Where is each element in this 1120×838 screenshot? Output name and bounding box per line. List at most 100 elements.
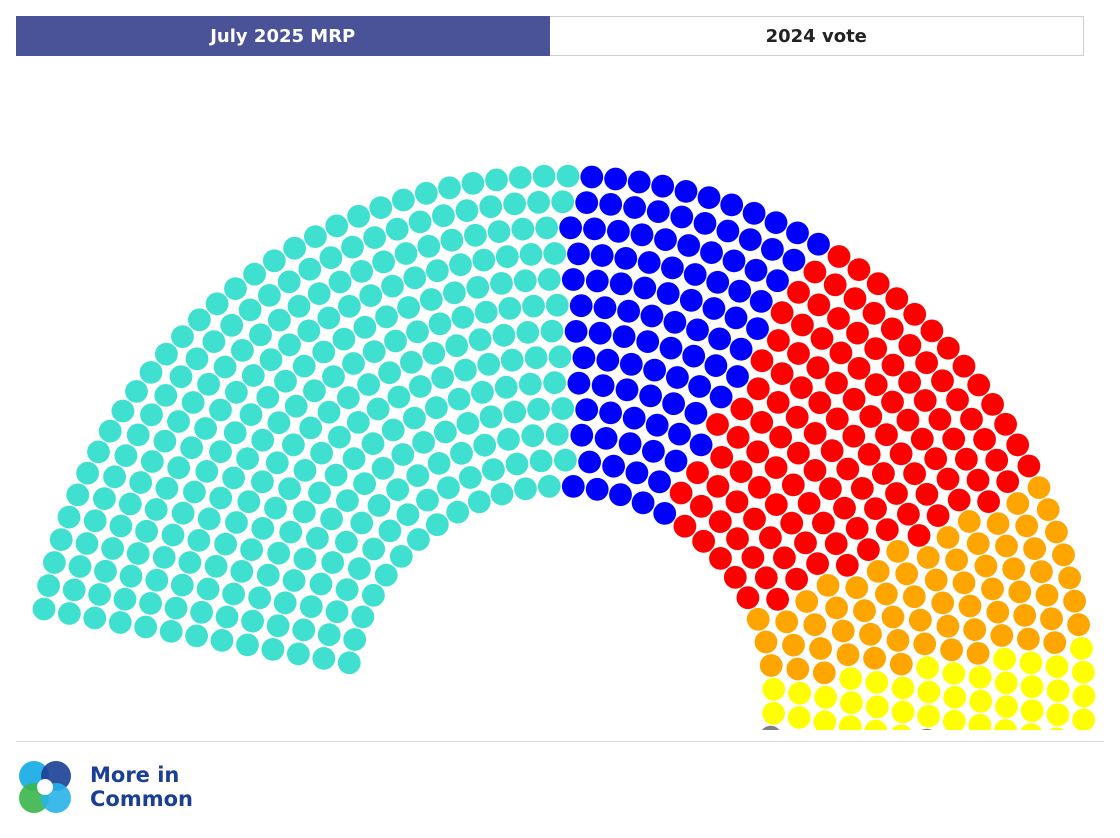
- seat-dot: [1020, 723, 1042, 730]
- seat-dot: [897, 502, 920, 526]
- seat-dot: [446, 500, 470, 524]
- seat-dot: [1020, 699, 1044, 722]
- seat-dot: [604, 167, 627, 191]
- seat-dot: [865, 671, 889, 694]
- seat-dot: [924, 568, 948, 592]
- seat-dot: [886, 540, 910, 563]
- seat-dot: [809, 637, 832, 660]
- seat-dot: [317, 623, 341, 647]
- seat-dot: [113, 587, 137, 611]
- seat-dot: [299, 595, 323, 618]
- seat-dot: [386, 478, 410, 501]
- seat-dot: [500, 348, 524, 372]
- seat-dot: [495, 245, 519, 268]
- seat-dot: [532, 164, 556, 188]
- seat-dot: [239, 403, 263, 426]
- seat-dot: [631, 491, 655, 515]
- seat-dot: [338, 294, 361, 318]
- seat-dot: [522, 294, 545, 318]
- seat-dot: [282, 569, 306, 592]
- seat-dot: [111, 399, 135, 423]
- seat-dot: [803, 459, 827, 482]
- seat-dot: [942, 709, 966, 730]
- seat-dot: [49, 528, 73, 551]
- seat-dot: [706, 413, 729, 436]
- seat-dot: [663, 310, 687, 334]
- tab-july-2025-mrp[interactable]: July 2025 MRP: [16, 16, 550, 56]
- seat-dot: [307, 282, 331, 305]
- seat-dot: [807, 293, 831, 317]
- seat-dot: [561, 268, 585, 291]
- seat-dot: [770, 362, 794, 385]
- seat-dot: [479, 405, 503, 429]
- seat-dot: [503, 400, 527, 424]
- seat-dot: [716, 219, 740, 243]
- seat-dot: [155, 342, 178, 366]
- tab-2024-vote[interactable]: 2024 vote: [549, 16, 1084, 56]
- seat-dot: [477, 352, 501, 376]
- seat-dot: [746, 377, 770, 401]
- seat-dot: [637, 251, 661, 274]
- seat-dot: [76, 461, 99, 485]
- seat-dot: [640, 304, 664, 328]
- seat-dot: [838, 715, 862, 730]
- party-group-3: [746, 476, 1090, 685]
- seat-dot: [432, 204, 455, 228]
- seat-dot: [167, 456, 191, 480]
- seat-dot: [786, 657, 810, 681]
- seat-dot: [609, 483, 632, 507]
- seat-dot: [931, 591, 955, 615]
- seat-dot: [267, 541, 291, 565]
- seat-dot: [447, 387, 471, 411]
- seat-dot: [803, 422, 827, 445]
- seat-dot: [241, 364, 265, 387]
- seat-dot: [825, 371, 848, 395]
- seat-dot: [256, 386, 280, 409]
- seat-dot: [612, 325, 636, 348]
- seat-dot: [94, 559, 117, 583]
- seat-dot: [362, 537, 386, 561]
- seat-dot: [169, 365, 193, 389]
- seat-dot: [298, 257, 322, 281]
- seat-dot: [109, 514, 133, 538]
- seat-dot: [738, 228, 762, 252]
- seat-dot: [194, 417, 218, 440]
- seat-dot: [1063, 589, 1086, 613]
- seat-dot: [742, 201, 766, 225]
- seat-dot: [952, 354, 976, 378]
- seat-dot: [58, 602, 81, 625]
- seat-dot: [936, 614, 960, 638]
- seat-dot: [482, 458, 505, 481]
- seat-dot: [214, 532, 238, 556]
- seat-dot: [766, 269, 789, 293]
- seat-dot: [659, 336, 683, 360]
- seat-dot: [898, 334, 922, 357]
- seat-dot: [593, 296, 617, 320]
- seat-dot: [205, 292, 229, 316]
- seat-dot: [362, 583, 385, 607]
- seat-dot: [1017, 627, 1040, 651]
- seat-dot: [396, 503, 420, 526]
- seat-dot: [353, 472, 376, 496]
- seat-dot: [213, 355, 237, 379]
- seat-dot: [140, 450, 164, 473]
- seat-dot: [472, 248, 496, 272]
- seat-dot: [896, 408, 920, 432]
- seat-dot: [274, 369, 297, 393]
- seat-dot: [231, 339, 254, 362]
- seat-dot: [955, 447, 978, 471]
- seat-dot: [866, 272, 890, 296]
- seat-dot: [93, 487, 116, 510]
- seat-dot: [1052, 543, 1075, 567]
- seat-dot: [720, 193, 744, 217]
- seat-dot: [843, 287, 867, 310]
- seat-dot: [728, 279, 752, 303]
- seat-dot: [347, 204, 370, 228]
- seat-dot: [916, 656, 939, 680]
- seat-dot: [350, 260, 373, 283]
- brand-line-1: More in: [90, 763, 180, 787]
- seat-dot: [209, 486, 233, 510]
- seat-dot: [304, 225, 327, 249]
- seat-dot: [297, 319, 321, 343]
- seat-dot: [1030, 560, 1053, 584]
